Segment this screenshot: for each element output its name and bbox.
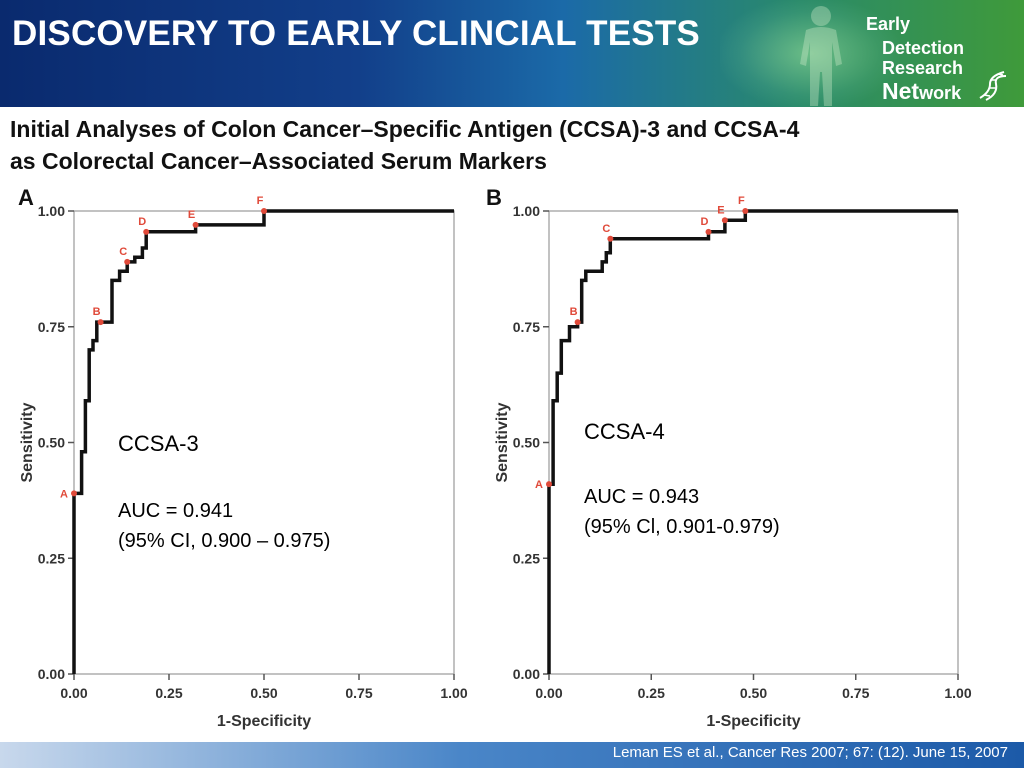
x-tick-label: 0.50 xyxy=(250,685,277,701)
confidence-interval: (95% CI, 0.900 – 0.975) xyxy=(118,530,330,552)
subtitle-line-2: as Colorectal Cancer–Associated Serum Ma… xyxy=(10,148,547,174)
y-axis-label: Sensitivity xyxy=(494,402,511,482)
y-tick-label: 0.00 xyxy=(513,666,540,682)
cutoff-point xyxy=(742,208,749,214)
cutoff-point-label: F xyxy=(738,195,745,207)
x-tick-label: 1.00 xyxy=(440,685,467,701)
panel-label: B xyxy=(486,185,502,210)
header-glow xyxy=(720,0,900,107)
cutoff-point-label: B xyxy=(93,306,101,318)
roc-curve-line xyxy=(72,209,454,674)
panel-label: A xyxy=(18,185,34,210)
y-tick-label: 0.75 xyxy=(38,319,65,335)
y-tick-label: 0.50 xyxy=(38,435,65,451)
cutoff-point xyxy=(124,258,131,265)
x-axis-label: 1-Specificity xyxy=(217,713,311,730)
cutoff-point-label: D xyxy=(701,216,709,228)
x-tick-label: 0.75 xyxy=(842,685,869,701)
auc-value: AUC = 0.941 xyxy=(118,500,233,522)
cutoff-point xyxy=(71,490,77,497)
human-figure-icon xyxy=(800,6,842,106)
cutoff-point xyxy=(705,228,712,235)
x-tick-label: 0.00 xyxy=(60,685,87,701)
y-tick-label: 0.25 xyxy=(38,550,65,566)
dna-helix-icon xyxy=(979,71,1007,101)
cutoff-point-label: B xyxy=(570,306,578,318)
cutoff-point xyxy=(721,217,728,224)
roc-chart-ccsa-4: 0.00 0.25 0.50 0.75 1.00 0.00 0.25 0.50 0.75 1.00… xyxy=(484,183,984,741)
cutoff-point-label: A xyxy=(535,479,543,491)
logo-work: work xyxy=(919,83,962,103)
logo-net: Net xyxy=(882,78,920,104)
logo-line-research: Research xyxy=(882,58,964,78)
logo-line-network: Network xyxy=(882,78,961,105)
x-tick-label: 0.50 xyxy=(740,685,767,701)
cutoff-point-label: C xyxy=(119,246,127,258)
y-tick-label: 0.50 xyxy=(513,435,540,451)
roc-chart-ccsa-3: 0.00 0.25 0.50 0.75 1.00 0.00 0.25 0.50 0.75 1.00… xyxy=(14,183,476,741)
slide-header: DISCOVERY TO EARLY CLINCIAL TESTS Early … xyxy=(0,0,1024,107)
x-tick-label: 0.75 xyxy=(345,685,372,701)
cutoff-point-label: F xyxy=(257,195,264,207)
slide-title: DISCOVERY TO EARLY CLINCIAL TESTS xyxy=(12,14,700,53)
x-tick-label: 1.00 xyxy=(944,685,971,701)
y-tick-label: 1.00 xyxy=(513,203,540,219)
x-tick-label: 0.00 xyxy=(535,685,562,701)
edrn-logo: Early Detection Research Network xyxy=(862,14,1022,106)
marker-name: CCSA-3 xyxy=(118,431,199,456)
figure-subtitle: Initial Analyses of Colon Cancer–Specifi… xyxy=(10,113,1015,177)
cutoff-point xyxy=(574,319,581,326)
logo-line-early: Early xyxy=(866,14,911,34)
confidence-interval: (95% Cl, 0.901-0.979) xyxy=(584,516,780,538)
cutoff-point xyxy=(97,319,104,326)
y-axis-label: Sensitivity xyxy=(19,402,36,482)
cutoff-point xyxy=(261,208,267,214)
subtitle-line-1: Initial Analyses of Colon Cancer–Specifi… xyxy=(10,116,800,142)
cutoff-point-label: D xyxy=(138,216,146,228)
y-tick-label: 1.00 xyxy=(38,203,65,219)
cutoff-point-label: E xyxy=(717,204,724,216)
x-tick-label: 0.25 xyxy=(638,685,665,701)
y-tick-label: 0.00 xyxy=(38,666,65,682)
cutoff-point-label: A xyxy=(60,488,68,500)
x-axis-label: 1-Specificity xyxy=(706,713,800,730)
y-tick-label: 0.25 xyxy=(513,550,540,566)
logo-line-detection: Detection xyxy=(882,38,965,58)
cutoff-point-label: E xyxy=(188,209,195,221)
auc-value: AUC = 0.943 xyxy=(584,486,699,508)
cutoff-point xyxy=(607,235,614,242)
cutoff-point-label: C xyxy=(602,223,610,235)
cutoff-point xyxy=(143,228,150,235)
marker-name: CCSA-4 xyxy=(584,419,665,444)
citation: Leman ES et al., Cancer Res 2007; 67: (1… xyxy=(612,744,1008,761)
cutoff-point xyxy=(192,221,199,228)
cutoff-point xyxy=(546,481,552,488)
y-tick-label: 0.75 xyxy=(513,319,540,335)
x-tick-label: 0.25 xyxy=(155,685,182,701)
slide-footer: Leman ES et al., Cancer Res 2007; 67: (1… xyxy=(0,742,1024,768)
